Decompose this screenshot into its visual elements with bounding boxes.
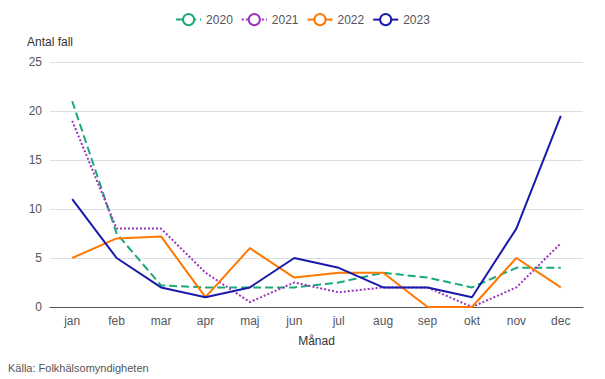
- svg-text:maj: maj: [240, 314, 259, 328]
- svg-text:15: 15: [29, 153, 43, 167]
- svg-text:nov: nov: [507, 314, 526, 328]
- svg-text:2021: 2021: [272, 13, 299, 27]
- svg-text:0: 0: [35, 300, 42, 314]
- svg-text:feb: feb: [108, 314, 125, 328]
- svg-text:aug: aug: [373, 314, 393, 328]
- svg-text:Antal fall: Antal fall: [27, 35, 73, 49]
- svg-text:20: 20: [29, 104, 43, 118]
- svg-text:jan: jan: [63, 314, 80, 328]
- svg-text:10: 10: [29, 202, 43, 216]
- svg-text:2020: 2020: [206, 13, 233, 27]
- svg-text:okt: okt: [464, 314, 481, 328]
- svg-text:apr: apr: [197, 314, 214, 328]
- svg-text:2022: 2022: [338, 13, 365, 27]
- svg-text:25: 25: [29, 55, 43, 69]
- svg-text:Källa: Folkhälsomyndigheten: Källa: Folkhälsomyndigheten: [8, 362, 149, 374]
- svg-text:5: 5: [35, 251, 42, 265]
- svg-text:jul: jul: [332, 314, 345, 328]
- svg-text:dec: dec: [551, 314, 570, 328]
- svg-text:jun: jun: [285, 314, 302, 328]
- svg-text:Månad: Månad: [298, 334, 335, 348]
- svg-text:sep: sep: [418, 314, 438, 328]
- svg-text:2023: 2023: [403, 13, 430, 27]
- svg-text:mar: mar: [151, 314, 172, 328]
